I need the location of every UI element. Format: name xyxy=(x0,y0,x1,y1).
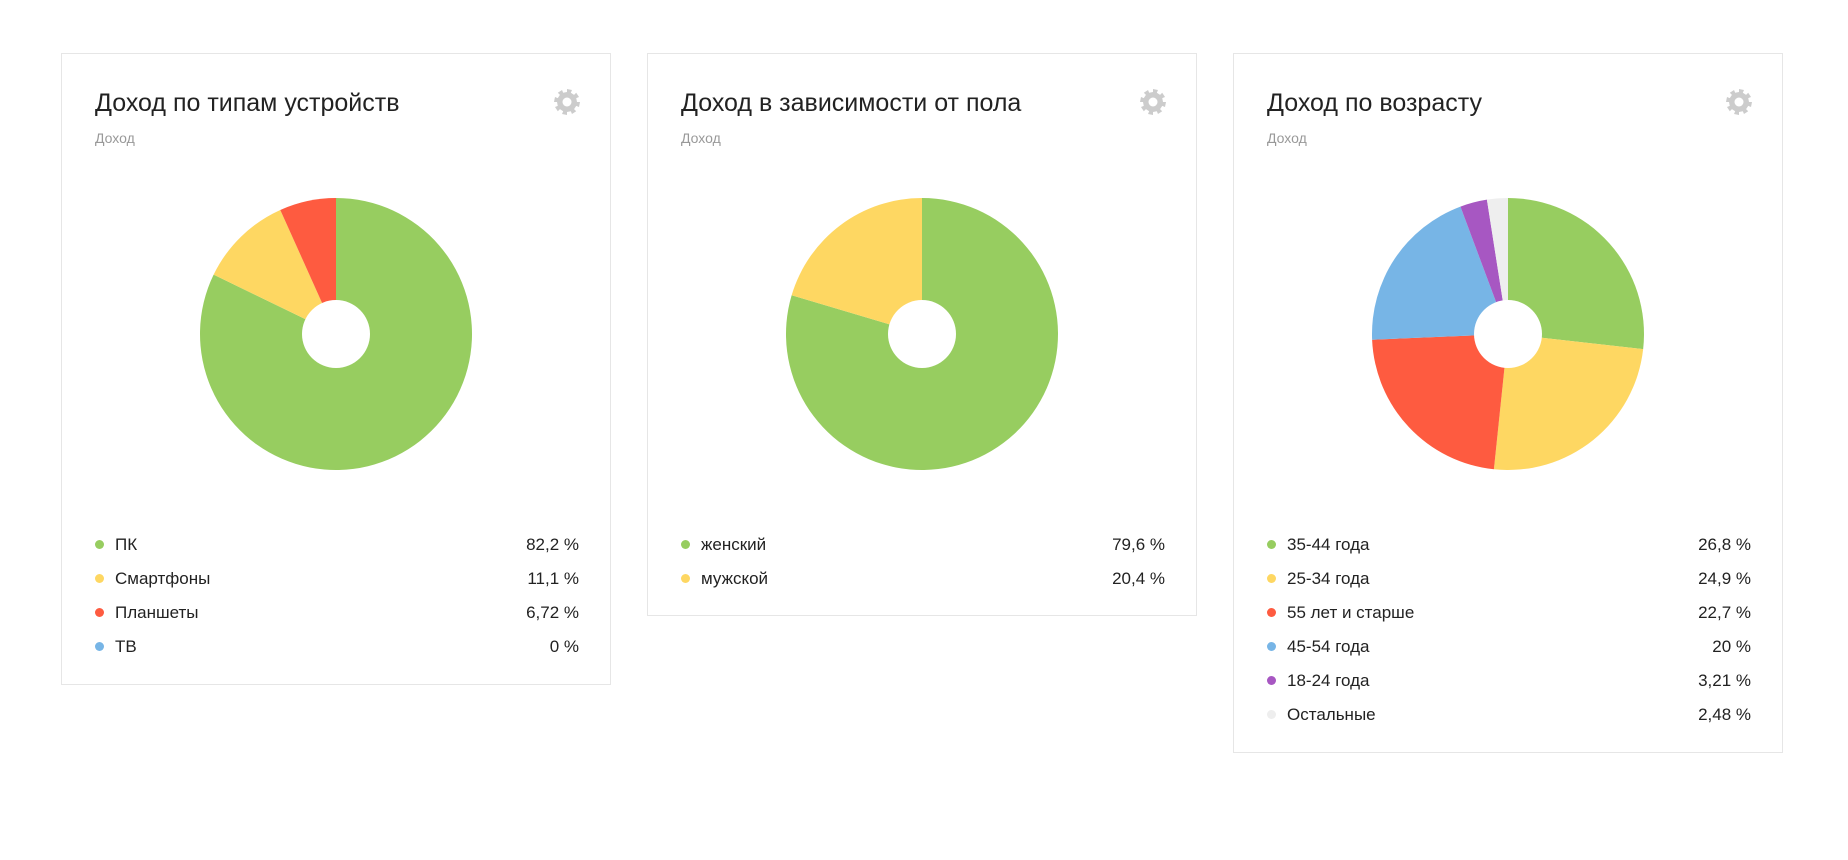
pie-chart xyxy=(1372,198,1644,471)
legend-item[interactable]: Планшеты 6,72 % xyxy=(95,596,579,630)
legend-marker xyxy=(95,608,104,617)
legend-value: 11,1 % xyxy=(527,569,579,588)
pie-slice[interactable] xyxy=(1508,198,1644,350)
legend-marker xyxy=(95,574,104,583)
legend-label: мужской xyxy=(701,569,769,588)
legend-item[interactable]: ТВ 0 % xyxy=(95,630,579,664)
widget-title: Доход по типам устройств xyxy=(95,89,400,117)
donut-hole xyxy=(1474,300,1542,368)
legend-marker xyxy=(1267,710,1276,719)
pie-slice[interactable] xyxy=(1493,334,1644,471)
pie-slice[interactable] xyxy=(280,198,336,334)
gear-hole xyxy=(562,97,572,107)
pie-slice[interactable] xyxy=(1486,198,1508,334)
legend-value: 20 % xyxy=(1712,637,1751,656)
legend-marker xyxy=(1267,676,1276,685)
gear-icon[interactable] xyxy=(1139,88,1167,116)
legend-label: Остальные xyxy=(1287,705,1376,724)
legend-item[interactable]: ПК 82,2 % xyxy=(95,528,579,562)
legend-item[interactable]: мужской 20,4 % xyxy=(681,562,1165,596)
legend-label: 55 лет и старше xyxy=(1287,603,1415,622)
widget-subtitle: Доход xyxy=(1267,130,1307,146)
legend-item[interactable]: 18-24 года 3,21 % xyxy=(1267,664,1751,698)
legend-value: 24,9 % xyxy=(1698,569,1751,588)
legend-item[interactable]: 45-54 года 20 % xyxy=(1267,630,1751,664)
legend-label: 18-24 года xyxy=(1287,671,1370,690)
legend-label: Смартфоны xyxy=(115,569,211,588)
legend-marker xyxy=(1267,608,1276,617)
legend-marker xyxy=(95,540,104,549)
pie-chart xyxy=(785,198,1058,470)
legend-label: ПК xyxy=(115,535,138,554)
legend-marker xyxy=(681,574,690,583)
pie-slice[interactable] xyxy=(791,198,922,334)
legend-value: 79,6 % xyxy=(1112,535,1165,554)
gear-hole xyxy=(1148,97,1158,107)
legend-label: ТВ xyxy=(115,637,137,656)
legend-marker xyxy=(681,540,690,549)
legend: ПК 82,2 % Смартфоны 11,1 % Планшеты 6,72… xyxy=(95,528,579,664)
legend-label: 35-44 года xyxy=(1287,535,1370,554)
legend-value: 3,21 % xyxy=(1698,671,1751,690)
legend-value: 20,4 % xyxy=(1112,569,1165,588)
legend-label: 25-34 года xyxy=(1287,569,1370,588)
legend-marker xyxy=(95,642,104,651)
pie-chart xyxy=(200,198,473,471)
gear-icon[interactable] xyxy=(1725,88,1753,116)
legend-value: 0 % xyxy=(549,637,579,656)
legend-item[interactable]: 55 лет и старше 22,7 % xyxy=(1267,596,1751,630)
legend-value: 22,7 % xyxy=(1698,603,1751,622)
pie-slice[interactable] xyxy=(1372,206,1508,340)
legend-label: 45-54 года xyxy=(1287,637,1370,656)
legend-marker xyxy=(1267,540,1276,549)
legend: женский 79,6 % мужской 20,4 % xyxy=(681,528,1165,596)
legend-label: Планшеты xyxy=(115,603,199,622)
widget-subtitle: Доход xyxy=(681,130,721,146)
gear-icon[interactable] xyxy=(553,88,581,116)
widget-title: Доход в зависимости от пола xyxy=(681,89,1022,117)
legend-value: 26,8 % xyxy=(1698,535,1751,554)
legend-item[interactable]: женский 79,6 % xyxy=(681,528,1165,562)
pie-slice[interactable] xyxy=(213,209,336,334)
pie-slice[interactable] xyxy=(1460,199,1508,334)
legend-value: 6,72 % xyxy=(526,603,579,622)
gear-hole xyxy=(1734,97,1744,107)
legend-item[interactable]: Смартфоны 11,1 % xyxy=(95,562,579,596)
legend-value: 2,48 % xyxy=(1698,705,1751,724)
widget-subtitle: Доход xyxy=(95,130,135,146)
legend-item[interactable]: Остальные 2,48 % xyxy=(1267,698,1751,732)
legend-item[interactable]: 35-44 года 26,8 % xyxy=(1267,528,1751,562)
legend-marker xyxy=(1267,574,1276,583)
donut-hole xyxy=(302,300,370,368)
pie-slice[interactable] xyxy=(1372,334,1508,470)
legend-item[interactable]: 25-34 года 24,9 % xyxy=(1267,562,1751,596)
legend-marker xyxy=(1267,642,1276,651)
legend: 35-44 года 26,8 % 25-34 года 24,9 % 55 л… xyxy=(1267,528,1751,732)
widget-gender: Доход в зависимости от пола Доход женски… xyxy=(647,53,1197,616)
widget-title: Доход по возрасту xyxy=(1267,89,1482,117)
widget-age: Доход по возрасту Доход 35-44 года 26,8 … xyxy=(1233,53,1783,753)
donut-hole xyxy=(888,300,956,368)
legend-value: 82,2 % xyxy=(526,535,579,554)
widget-device-types: Доход по типам устройств Доход ПК 82,2 %… xyxy=(61,53,611,685)
legend-label: женский xyxy=(701,535,767,554)
